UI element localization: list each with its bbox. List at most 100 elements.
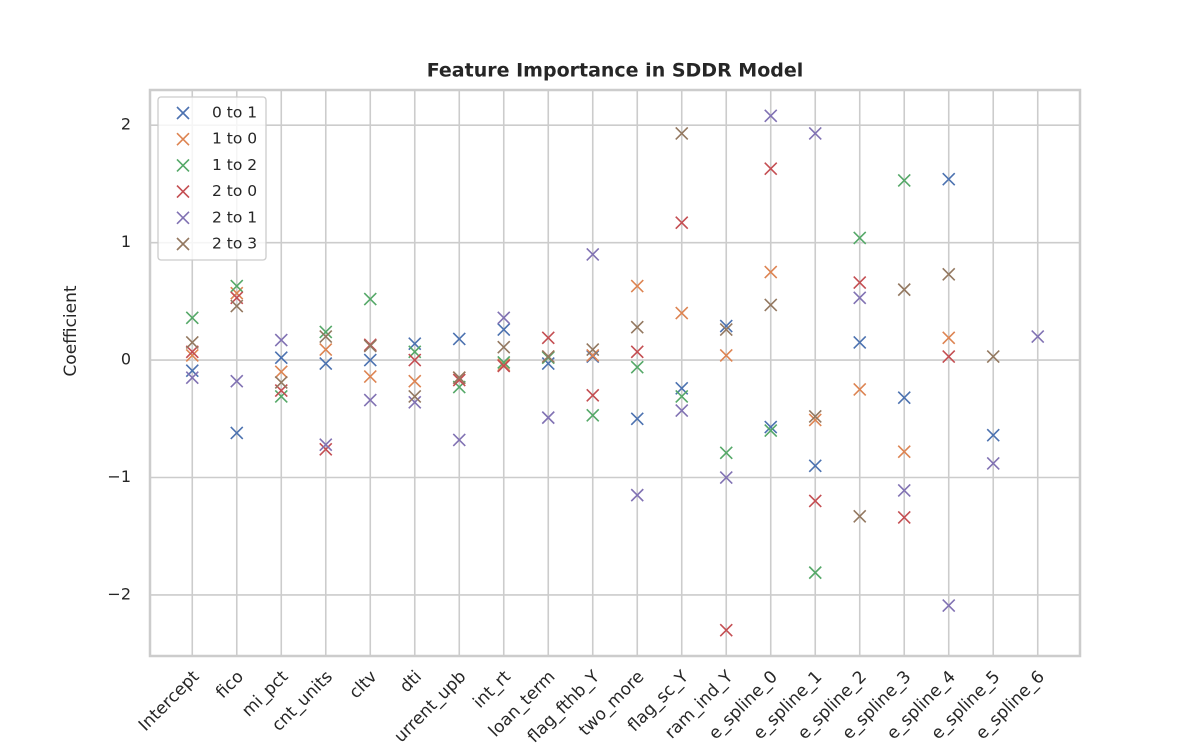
marker: [452, 371, 466, 385]
marker: [764, 298, 778, 312]
y-tick-label: 0: [121, 350, 131, 369]
marker: [541, 411, 555, 425]
marker: [764, 423, 778, 438]
legend-marker: [176, 158, 190, 172]
marker: [586, 388, 600, 402]
marker: [541, 351, 555, 365]
marker: [497, 358, 511, 372]
legend-marker: [176, 211, 190, 225]
marker: [764, 265, 778, 279]
marker: [319, 325, 333, 339]
marker: [719, 348, 733, 362]
marker: [363, 338, 377, 352]
marker: [408, 353, 422, 367]
marker: [319, 357, 333, 371]
x-tick-label: fico: [212, 667, 248, 703]
marker: [408, 389, 422, 404]
marker: [853, 276, 867, 290]
legend-marker: [176, 185, 190, 199]
legend-label: 2 to 3: [212, 235, 257, 253]
chart-title: Feature Importance in SDDR Model: [427, 60, 804, 82]
marker: [808, 409, 822, 424]
marker: [630, 412, 644, 426]
marker: [853, 231, 867, 245]
marker: [719, 446, 733, 460]
marker: [808, 413, 822, 427]
marker: [719, 470, 733, 485]
marker: [897, 173, 911, 187]
legend-label: 2 to 0: [212, 182, 257, 200]
y-tick-label: 2: [121, 115, 131, 134]
marker: [1031, 330, 1045, 344]
marker: [408, 374, 422, 388]
marker: [586, 247, 600, 261]
marker: [452, 433, 466, 447]
marker: [808, 126, 822, 141]
plot-frame: [148, 88, 1082, 658]
marker: [986, 428, 1000, 442]
marker: [319, 342, 333, 357]
y-tick-label: −1: [107, 467, 131, 486]
marker: [853, 509, 867, 523]
marker: [897, 510, 911, 525]
marker: [630, 360, 644, 374]
legend-label: 0 to 1: [212, 104, 257, 122]
marker: [942, 267, 956, 281]
marker: [986, 456, 1000, 470]
marker: [497, 311, 511, 325]
marker: [274, 389, 288, 404]
marker: [853, 291, 867, 305]
marker: [497, 322, 511, 337]
marker: [897, 483, 911, 497]
marker: [408, 395, 422, 409]
marker: [942, 349, 956, 364]
x-tick-label: Intercept: [135, 667, 204, 736]
y-axis-label: Coefficient: [61, 285, 81, 376]
marker: [808, 566, 822, 580]
marker: [586, 348, 600, 362]
marker: [630, 345, 644, 359]
marker: [764, 162, 778, 176]
legend-label: 1 to 0: [212, 130, 257, 148]
x-tick-label: cltv: [345, 667, 381, 703]
marker: [230, 374, 244, 388]
marker: [942, 331, 956, 345]
marker: [630, 279, 644, 293]
marker: [363, 393, 377, 407]
marker: [942, 598, 956, 613]
marker: [363, 353, 377, 367]
marker: [185, 348, 199, 362]
marker: [897, 445, 911, 459]
marker: [541, 331, 555, 345]
marker: [230, 426, 244, 440]
legend-label: 2 to 1: [212, 208, 257, 226]
marker: [363, 292, 377, 306]
marker: [897, 283, 911, 297]
marker: [230, 299, 244, 313]
marker: [497, 359, 511, 373]
marker: [363, 339, 377, 353]
marker: [853, 335, 867, 350]
marker: [719, 322, 733, 337]
marker: [675, 404, 689, 418]
marker: [274, 375, 288, 389]
marker: [586, 342, 600, 357]
y-tick-label: −2: [107, 584, 131, 603]
marker: [363, 369, 377, 384]
marker: [497, 355, 511, 369]
marker: [675, 126, 689, 141]
marker: [586, 408, 600, 422]
marker: [942, 172, 956, 186]
marker: [274, 351, 288, 365]
marker: [808, 494, 822, 508]
marker: [630, 320, 644, 334]
marker: [185, 311, 199, 325]
marker: [452, 332, 466, 346]
marker: [319, 330, 333, 344]
marker: [764, 420, 778, 434]
marker: [185, 345, 199, 359]
legend-marker: [176, 132, 190, 146]
marker: [630, 488, 644, 502]
marker: [185, 335, 199, 350]
